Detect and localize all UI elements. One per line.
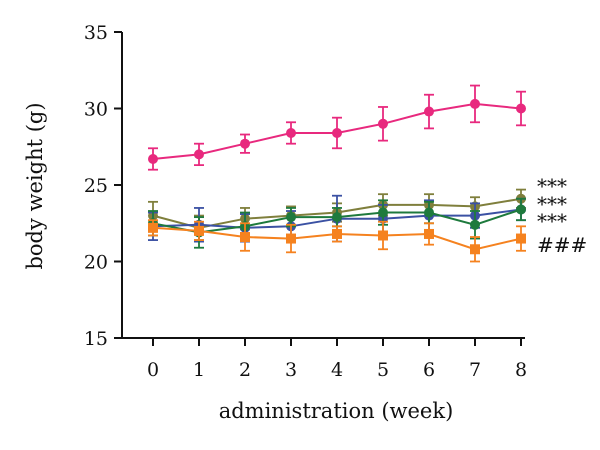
x-tick-label: 8 [515, 359, 527, 381]
data-point [516, 233, 526, 244]
significance-label: *** [537, 209, 567, 233]
y-axis-label: body weight (g) [23, 102, 47, 269]
data-point [286, 127, 296, 138]
y-tick-label: 35 [84, 22, 108, 44]
x-tick-label: 0 [147, 359, 159, 381]
series-1 [148, 84, 526, 171]
data-point [470, 244, 480, 255]
data-point [470, 219, 480, 230]
significance-label: *** [537, 192, 567, 216]
data-point [424, 207, 434, 218]
x-tick-label: 7 [469, 359, 481, 381]
data-point [286, 212, 296, 223]
data-point [378, 118, 388, 129]
x-tick-label: 2 [239, 359, 251, 381]
data-point [194, 149, 204, 160]
data-point [470, 98, 480, 109]
x-tick-label: 1 [193, 359, 205, 381]
series-5 [148, 219, 526, 263]
significance-label: *** [537, 174, 567, 198]
data-point [240, 138, 250, 149]
x-tick-label: 4 [331, 359, 343, 381]
y-tick-label: 20 [84, 252, 108, 274]
significance-label: ### [537, 233, 587, 257]
x-tick-label: 5 [377, 359, 389, 381]
data-point [194, 225, 204, 236]
x-tick-label: 6 [423, 359, 435, 381]
significance-annotations: *********### [537, 174, 587, 257]
series-layer [148, 84, 526, 263]
data-point [516, 103, 526, 114]
y-tick-label: 15 [84, 328, 108, 350]
data-point [378, 207, 388, 218]
data-point [378, 230, 388, 241]
data-point [516, 204, 526, 215]
y-tick-label: 25 [84, 175, 108, 197]
data-point [240, 232, 250, 243]
axes: 15 20 25 30 35 0 1 2 3 4 5 6 7 8 [84, 22, 527, 381]
data-point [332, 228, 342, 239]
data-point [332, 212, 342, 223]
data-point [148, 153, 158, 164]
data-point [424, 228, 434, 239]
x-axis-label: administration (week) [219, 399, 454, 423]
y-tick-label: 30 [84, 99, 108, 121]
data-point [332, 127, 342, 138]
data-point [286, 233, 296, 244]
data-point [148, 222, 158, 233]
x-tick-label: 3 [285, 359, 297, 381]
data-point [424, 106, 434, 117]
